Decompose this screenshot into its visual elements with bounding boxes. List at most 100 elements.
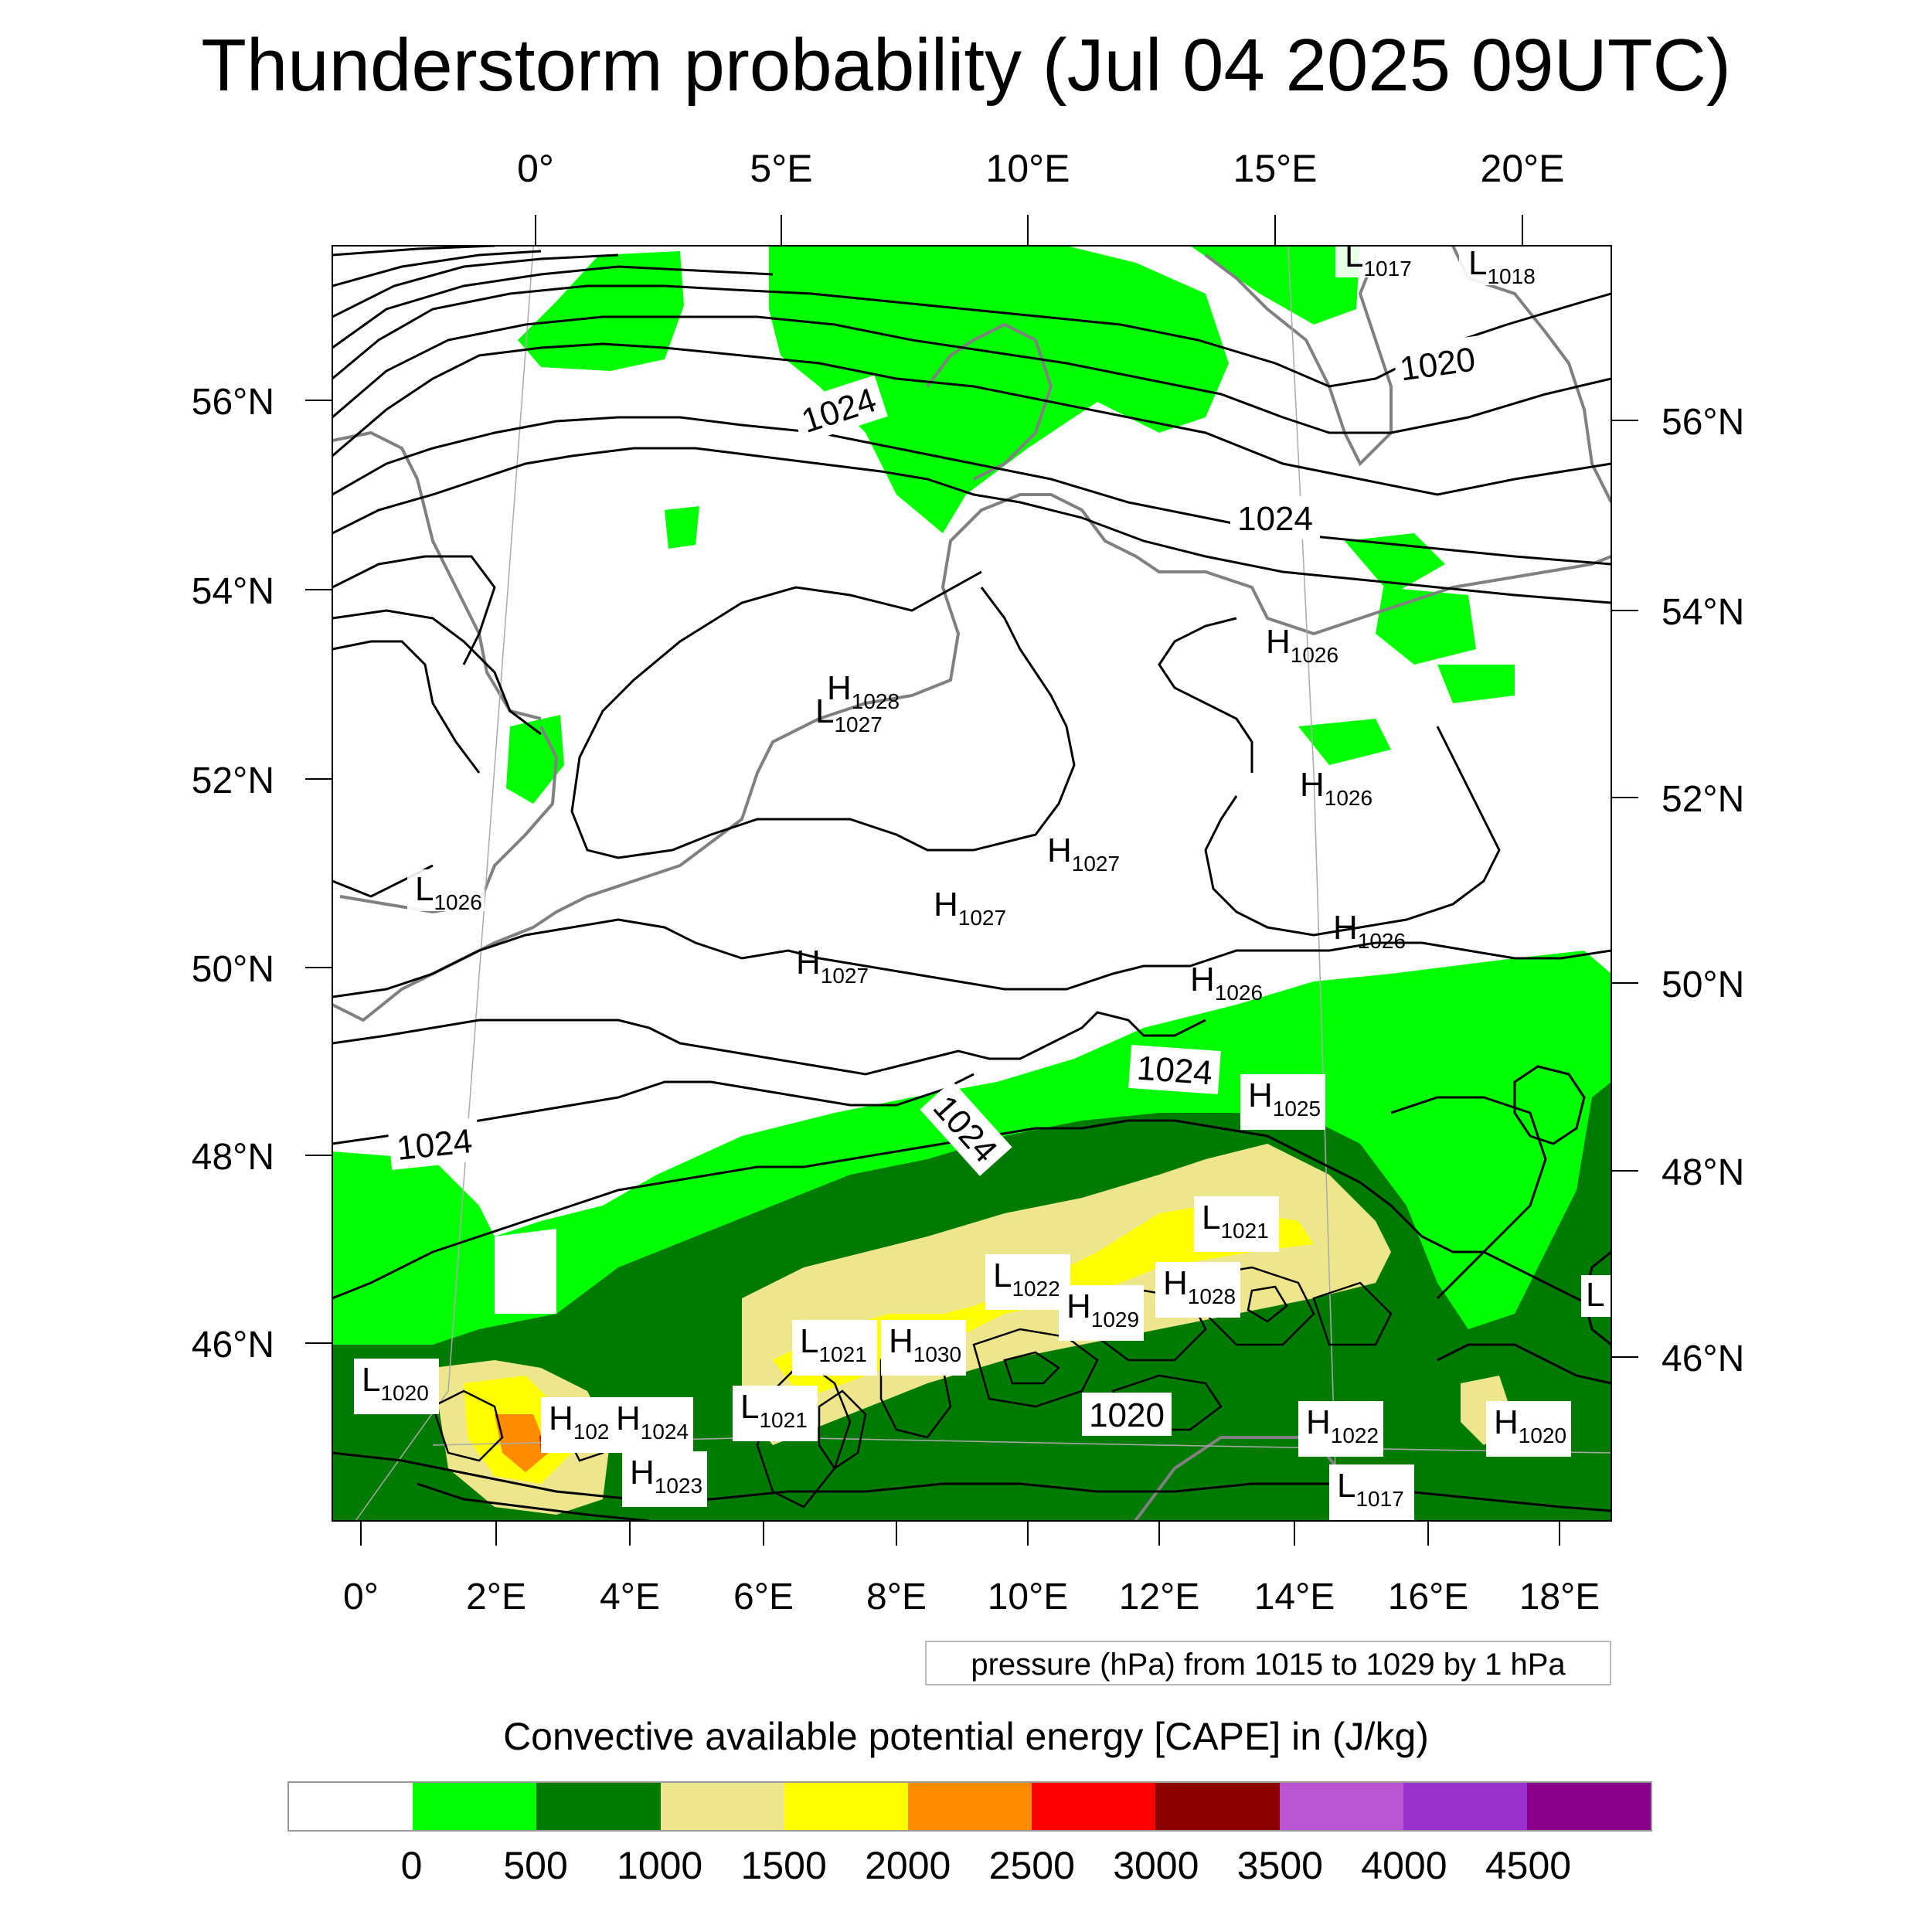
isobar-label: 1024 [395, 1122, 474, 1168]
colorbar-swatch [1526, 1783, 1651, 1830]
isobar-label: 1020 [1089, 1396, 1165, 1434]
bottom-lon-label: 0° [343, 1577, 379, 1617]
pressure-center-type: H [1190, 961, 1215, 998]
svg-text:H1029: H1029 [1066, 1287, 1139, 1332]
pressure-center-value: 1018 [1487, 264, 1535, 288]
pressure-center-type: H [1163, 1264, 1188, 1302]
pressure-center-value: 102 [573, 1420, 610, 1444]
pressure-center-value: 1027 [958, 906, 1006, 930]
right-lat-label: 56°N [1662, 402, 1744, 443]
right-lat-label: 46°N [1662, 1338, 1744, 1379]
map-frame [332, 245, 1612, 1522]
pressure-center-type: L [415, 870, 434, 908]
left-lat-label: 48°N [192, 1137, 274, 1178]
colorbar-swatch [536, 1783, 661, 1830]
top-lon-label: 15°E [1233, 147, 1318, 190]
map-title: Thunderstorm probability (Jul 04 2025 09… [201, 24, 1731, 107]
colorbar-tick-label: 4000 [1361, 1844, 1447, 1887]
svg-text:H1028: H1028 [827, 669, 900, 713]
right-lat-label: 50°N [1662, 964, 1744, 1005]
colorbar-tick-label: 3500 [1236, 1844, 1323, 1887]
pressure-center-type: L [1468, 244, 1487, 282]
pressure-center-value: 1026 [1291, 643, 1338, 667]
top-lon-label: 20°E [1481, 147, 1565, 190]
svg-text:H1026: H1026 [1190, 961, 1263, 1005]
pressure-center-value: 1023 [655, 1474, 702, 1498]
bottom-lon-label: 18°E [1519, 1577, 1600, 1617]
svg-text:L1021: L1021 [1202, 1199, 1269, 1243]
isobars [332, 246, 1611, 1521]
pressure-center-type: H [934, 886, 958, 923]
pressure-center-type: H [1494, 1403, 1519, 1441]
colorbar-tick-label: 4500 [1485, 1844, 1572, 1887]
colorbar-swatch [413, 1783, 537, 1830]
svg-text:L1026: L1026 [415, 870, 482, 914]
pressure-center-type: H [549, 1400, 573, 1437]
colorbar [287, 1781, 1652, 1832]
bottom-lon-label: 4°E [600, 1577, 660, 1617]
pressure-center-value: 1017 [1363, 257, 1411, 281]
coastlines [332, 246, 1611, 1521]
svg-text:H1027: H1027 [796, 944, 869, 988]
pressure-center-value: 1028 [1188, 1284, 1236, 1308]
map-plot-area: 1020 1024 1024 1024 1024 1024 [332, 236, 1611, 1521]
pressure-center-type: H [1066, 1287, 1091, 1325]
pressure-center-type: H [1333, 909, 1358, 947]
left-lat-label: 54°N [192, 571, 274, 612]
svg-text:H1023: H1023 [630, 1454, 702, 1498]
colorbar-swatch [289, 1783, 413, 1830]
pressure-center-type: L [1586, 1276, 1604, 1314]
bottom-lon-label: 12°E [1119, 1577, 1200, 1617]
svg-text:L1018: L1018 [1468, 244, 1536, 288]
colorbar-tick-label: 1000 [617, 1844, 703, 1887]
pressure-center-value: 1020 [380, 1381, 428, 1405]
pressure-center-type: H [827, 669, 852, 707]
isobar-label: 1024 [1135, 1049, 1213, 1093]
pressure-center-value: 1027 [834, 713, 882, 736]
contour-info-box: pressure (hPa) from 1015 to 1029 by 1 hP… [925, 1641, 1611, 1685]
pressure-center-type: L [800, 1322, 818, 1360]
pressure-center-value: 1027 [1072, 852, 1120, 876]
svg-text:H1020: H1020 [1494, 1403, 1566, 1447]
pressure-center-value: 1029 [1091, 1308, 1139, 1332]
pressure-center-value: 1017 [1355, 1487, 1403, 1511]
svg-text:H1026: H1026 [1300, 766, 1372, 810]
pressure-center-value: 1021 [759, 1408, 807, 1432]
pressure-center-value: 1028 [852, 689, 900, 713]
colorbar-swatch [1279, 1783, 1403, 1830]
colorbar-swatch [1403, 1783, 1527, 1830]
left-lat-label: 46°N [192, 1325, 274, 1366]
svg-text:H1024: H1024 [616, 1400, 689, 1444]
pressure-center-value: 1022 [1331, 1423, 1379, 1447]
pressure-center-type: L [1345, 236, 1363, 274]
pressure-center-type: L [815, 692, 834, 730]
svg-text:L1017: L1017 [1345, 236, 1412, 281]
right-axis [1611, 420, 1638, 1358]
pressure-center-type: H [1306, 1403, 1331, 1441]
svg-text:L1020: L1020 [362, 1361, 429, 1405]
pressure-center-value: 1020 [1519, 1423, 1566, 1447]
bottom-lon-label: 14°E [1254, 1577, 1335, 1617]
right-lat-label: 52°N [1662, 779, 1744, 820]
pressure-center-type: H [616, 1400, 641, 1437]
colorbar-tick-label: 3000 [1113, 1844, 1199, 1887]
colorbar-tick-label: 2000 [865, 1844, 951, 1887]
top-lon-label: 5°E [750, 147, 812, 190]
svg-text:H1026: H1026 [1333, 909, 1406, 953]
svg-text:H1027: H1027 [1047, 832, 1120, 876]
svg-text:H1030: H1030 [889, 1322, 961, 1366]
pressure-center-type: H [796, 944, 821, 981]
colorbar-swatch [784, 1783, 908, 1830]
svg-text:H1028: H1028 [1163, 1264, 1236, 1308]
colorbar-tick-label: 1500 [740, 1844, 827, 1887]
left-axis [305, 400, 332, 1344]
pressure-center-type: H [1300, 766, 1325, 804]
left-lat-label: 56°N [192, 382, 274, 423]
bottom-lon-label: 6°E [733, 1577, 794, 1617]
pressure-centers: L1017 L1018 H1028 L1027 L1026 H1026 H102… [354, 236, 1611, 1520]
colorbar-tick-label: 2500 [988, 1844, 1075, 1887]
bottom-lon-label: 2°E [466, 1577, 526, 1617]
svg-text:H102: H102 [549, 1400, 610, 1444]
bottom-lon-label: 10°E [988, 1577, 1069, 1617]
